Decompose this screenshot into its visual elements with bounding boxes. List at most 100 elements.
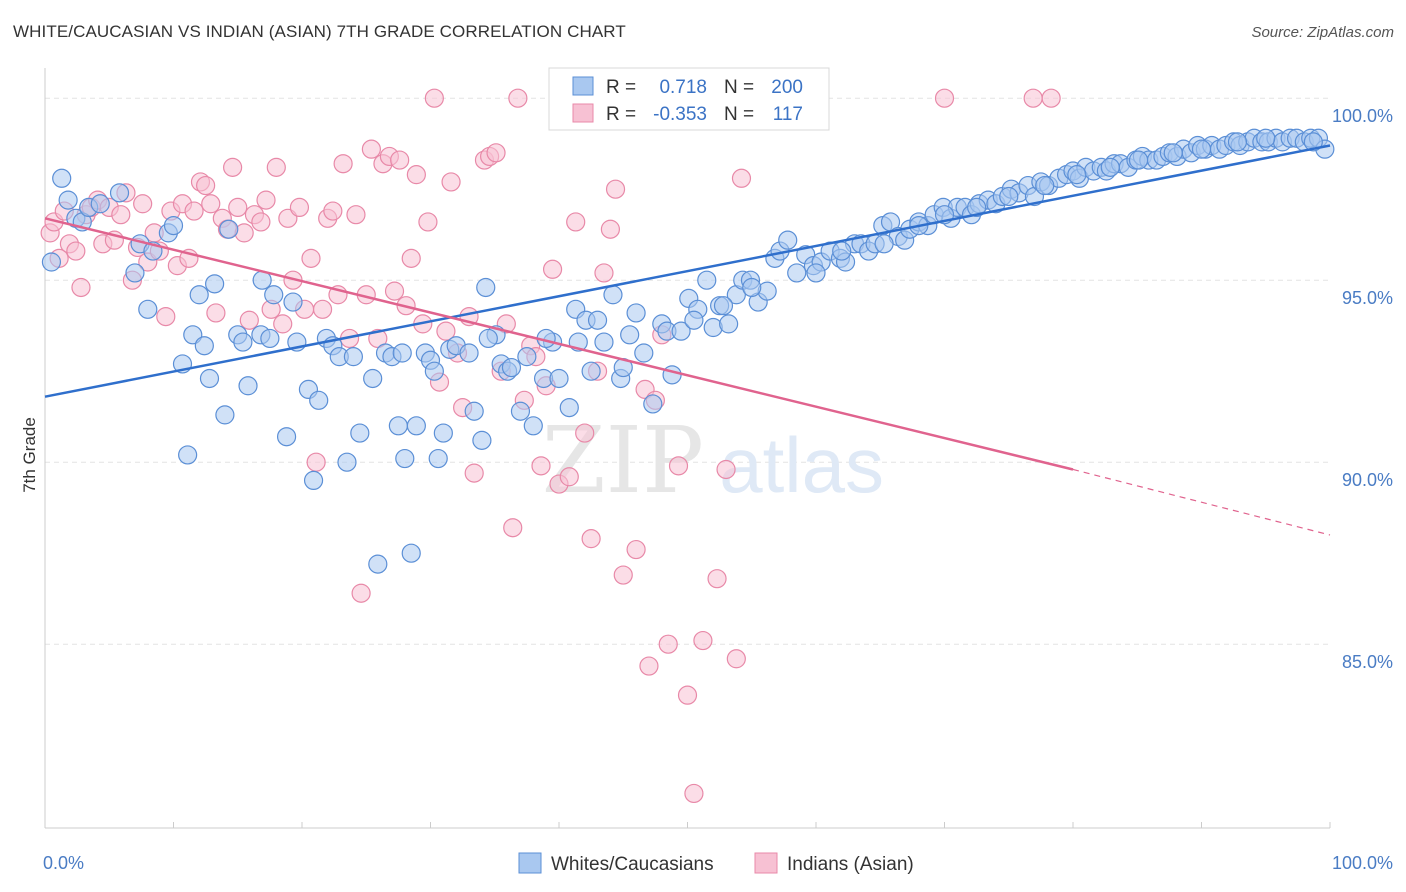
whites-point bbox=[215, 405, 235, 425]
legend-swatch-pink bbox=[572, 103, 594, 123]
whites-point bbox=[1303, 132, 1323, 152]
legend-box bbox=[548, 67, 830, 131]
y-tick-label: 85.0% bbox=[1342, 652, 1393, 672]
whites-point bbox=[697, 270, 717, 290]
indians-point bbox=[605, 179, 626, 199]
indians-point bbox=[1023, 88, 1043, 108]
whites-point bbox=[626, 303, 646, 323]
whites-point bbox=[671, 321, 691, 341]
legend-r-value-blue: 0.718 bbox=[659, 77, 707, 98]
whites-point bbox=[424, 361, 444, 381]
indians-point bbox=[390, 150, 410, 170]
whites-point bbox=[587, 310, 608, 330]
indians-point bbox=[716, 459, 736, 480]
indians-point bbox=[424, 88, 444, 108]
whites-point bbox=[719, 314, 739, 334]
whites-point bbox=[363, 368, 383, 389]
indians-point bbox=[384, 281, 405, 301]
legend-r-label-pink: R = bbox=[606, 104, 636, 125]
whites-point bbox=[163, 216, 184, 236]
whites-point bbox=[713, 296, 734, 316]
whites-point bbox=[41, 252, 62, 272]
whites-point bbox=[401, 543, 421, 563]
indians-point bbox=[441, 172, 461, 192]
indians-point bbox=[626, 539, 646, 560]
whites-point bbox=[459, 343, 479, 363]
whites-point bbox=[260, 328, 280, 349]
indians-point bbox=[184, 201, 204, 221]
whites-point bbox=[395, 448, 415, 469]
legend: R = 0.718 N = 200 R = -0.353 N = 117 bbox=[548, 67, 830, 131]
chart-source: Source: ZipAtlas.com bbox=[1251, 24, 1394, 41]
whites-point bbox=[523, 416, 543, 436]
whites-point bbox=[1035, 175, 1055, 196]
whites-point bbox=[967, 197, 987, 217]
whites-point bbox=[109, 183, 130, 203]
indians-point bbox=[401, 248, 421, 268]
whites-point bbox=[233, 332, 253, 352]
whites-point bbox=[806, 263, 826, 283]
indians-point bbox=[600, 219, 621, 239]
whites-point bbox=[1128, 150, 1149, 170]
indians-point bbox=[436, 321, 456, 341]
whites-point bbox=[581, 361, 601, 381]
whites-trendline bbox=[44, 144, 1331, 398]
x-ticks bbox=[44, 822, 1331, 828]
indians-point bbox=[201, 194, 221, 214]
whites-point bbox=[309, 390, 329, 410]
indians-point bbox=[406, 165, 426, 185]
whites-point bbox=[832, 241, 852, 261]
whites-point bbox=[1227, 132, 1248, 152]
x-tick-label-max: 100.0% bbox=[1332, 853, 1393, 873]
indians-point bbox=[693, 630, 713, 651]
whites-point bbox=[283, 292, 303, 312]
whites-point bbox=[662, 365, 682, 385]
whites-points bbox=[41, 128, 1335, 574]
y-tick-label: 95.0% bbox=[1342, 288, 1393, 308]
indians-trendline-extension bbox=[1072, 468, 1331, 536]
legend-n-label-pink: N = bbox=[724, 104, 754, 125]
whites-point bbox=[199, 368, 220, 389]
indians-point bbox=[361, 139, 381, 159]
whites-point bbox=[219, 219, 239, 239]
indians-point bbox=[351, 583, 371, 603]
whites-point bbox=[276, 427, 297, 447]
indians-point bbox=[1041, 88, 1061, 108]
indians-point bbox=[306, 452, 326, 472]
legend-r-label-blue: R = bbox=[606, 77, 636, 98]
indians-point bbox=[731, 168, 752, 188]
whites-point bbox=[189, 285, 209, 305]
indians-point bbox=[289, 197, 310, 217]
indians-point bbox=[228, 197, 248, 217]
whites-point bbox=[778, 230, 798, 250]
chart-title: WHITE/CAUCASIAN VS INDIAN (ASIAN) 7TH GR… bbox=[13, 22, 626, 41]
whites-point bbox=[406, 416, 426, 436]
indians-point bbox=[133, 194, 153, 214]
whites-point bbox=[1191, 139, 1212, 159]
whites-point bbox=[1163, 143, 1183, 163]
whites-point bbox=[428, 448, 448, 469]
indians-point bbox=[346, 205, 366, 225]
whites-point bbox=[303, 470, 324, 490]
bottom-legend-label-indians: Indians (Asian) bbox=[787, 854, 914, 875]
whites-point bbox=[392, 343, 412, 363]
whites-point bbox=[787, 263, 807, 283]
whites-point bbox=[476, 277, 496, 298]
legend-n-value-blue: 200 bbox=[771, 77, 803, 98]
indians-point bbox=[323, 201, 343, 221]
whites-point bbox=[194, 336, 214, 356]
x-tick-label-min: 0.0% bbox=[43, 853, 84, 873]
y-axis-label: 7th Grade bbox=[20, 417, 39, 493]
bottom-legend-swatch-pink bbox=[754, 852, 778, 874]
indians-point bbox=[66, 241, 86, 261]
whites-point bbox=[559, 398, 579, 418]
indians-point bbox=[256, 190, 276, 210]
indians-point bbox=[486, 143, 506, 163]
whites-point bbox=[620, 325, 640, 345]
watermark-atlas: atlas bbox=[719, 421, 884, 509]
whites-point bbox=[368, 554, 388, 574]
whites-point bbox=[238, 376, 258, 396]
indians-point bbox=[594, 263, 614, 283]
bottom-legend-label-whites: Whites/Caucasians bbox=[551, 854, 714, 875]
